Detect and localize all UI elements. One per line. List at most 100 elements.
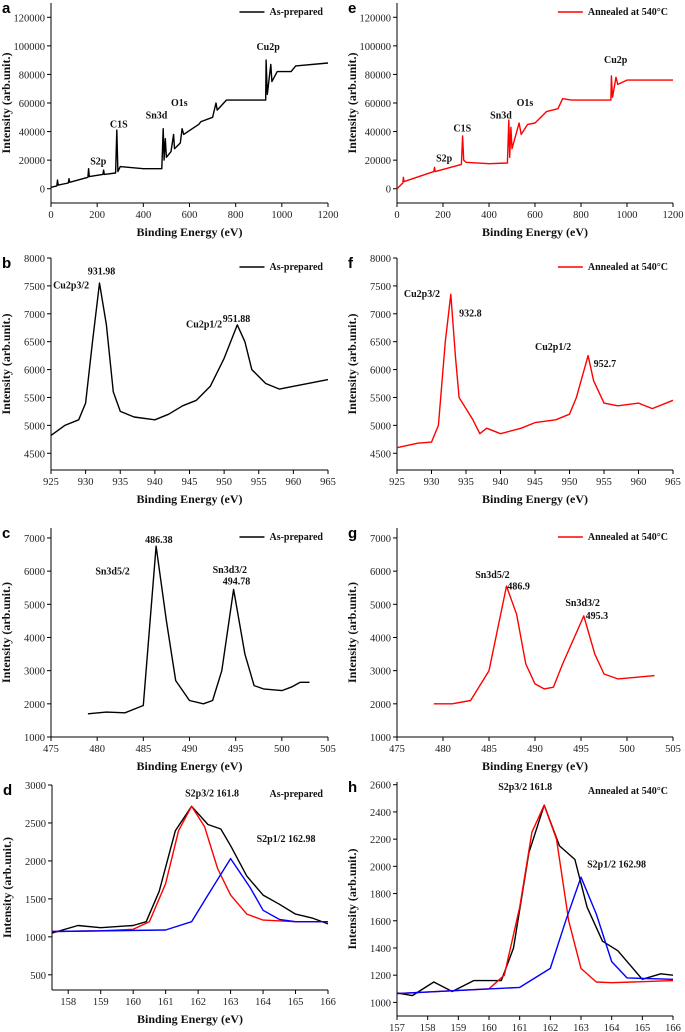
y-tick-label: 1400 <box>370 944 391 955</box>
x-tick-label: 163 <box>223 997 239 1008</box>
y-tick-label: 8000 <box>370 254 391 265</box>
peak-annotation: Sn3d3/2 <box>213 565 247 576</box>
peak-annotation: S2p3/2 161.8 <box>498 782 552 793</box>
x-tick-label: 950 <box>562 477 578 488</box>
series-line-0 <box>396 804 674 997</box>
legend-label: Annealed at 540°C <box>588 532 668 543</box>
y-axis-label: Intensity (arb.unit.) <box>0 837 14 938</box>
x-tick-label: 164 <box>255 997 272 1008</box>
x-tick-label: 475 <box>389 744 405 755</box>
series-line-0 <box>50 282 329 436</box>
x-tick-label: 485 <box>481 744 497 755</box>
y-tick-label: 1800 <box>370 890 391 901</box>
peak-annotation: S2p <box>90 156 107 167</box>
series-line-2 <box>51 857 328 933</box>
panel-letter: g <box>348 525 357 542</box>
x-tick-label: 600 <box>527 210 543 221</box>
panel-letter: d <box>3 782 12 799</box>
y-tick-label: 4000 <box>24 633 45 644</box>
x-tick-label: 500 <box>274 744 290 755</box>
peak-annotation: C1S <box>453 124 471 135</box>
peak-annotation: O1s <box>171 98 188 109</box>
x-tick-label: 200 <box>435 210 451 221</box>
x-tick-label: 1000 <box>271 210 292 221</box>
x-tick-label: 800 <box>573 210 589 221</box>
x-tick-label: 490 <box>182 744 198 755</box>
x-tick-label: 162 <box>190 997 206 1008</box>
peak-annotation: 494.78 <box>223 576 251 587</box>
x-tick-label: 490 <box>527 744 543 755</box>
y-tick-label: 40000 <box>19 128 45 139</box>
panel-g: g 475 480 485 490 495 500 505 1000 2000 3000 4000 50… <box>345 525 681 773</box>
series-line-1 <box>51 805 328 933</box>
y-tick-label: 1000 <box>25 933 46 944</box>
peak-annotation: 952.7 <box>594 359 617 370</box>
x-tick-label: 930 <box>424 477 440 488</box>
y-tick-label: 7500 <box>24 282 45 293</box>
y-tick-label: 1600 <box>370 917 391 928</box>
peak-annotation: S2p1/2 162.98 <box>587 860 646 871</box>
x-tick-label: 935 <box>458 477 474 488</box>
x-axis-label: Binding Energy (eV) <box>482 492 588 506</box>
y-tick-label: 3000 <box>370 667 391 678</box>
legend-label: Annealed at 540°C <box>588 786 668 797</box>
y-tick-label: 2600 <box>370 781 391 792</box>
legend-label: As-prepared <box>269 789 323 800</box>
x-tick-label: 965 <box>665 477 681 488</box>
x-tick-label: 161 <box>512 1023 528 1032</box>
y-tick-label: 60000 <box>365 99 391 110</box>
x-tick-label: 157 <box>389 1023 405 1032</box>
y-tick-label: 6000 <box>370 567 391 578</box>
y-tick-label: 0 <box>386 185 391 196</box>
x-tick-label: 166 <box>665 1023 681 1032</box>
x-tick-label: 159 <box>450 1023 466 1032</box>
x-tick-label: 160 <box>481 1023 497 1032</box>
peak-annotation: S2p <box>436 154 453 165</box>
y-tick-label: 4000 <box>370 633 391 644</box>
y-tick-label: 2400 <box>370 808 391 819</box>
panel-a: a 0 200 400 600 800 1000 1200 0 20000 40000 60000 80… <box>0 0 339 239</box>
peak-annotation: S2p1/2 162.98 <box>257 834 316 845</box>
peak-annotation: 495.3 <box>586 611 609 622</box>
y-tick-label: 100000 <box>360 42 392 53</box>
series-line-1 <box>396 804 674 995</box>
legend-label: Annealed at 540°C <box>588 7 668 18</box>
x-tick-label: 600 <box>182 210 198 221</box>
x-tick-label: 940 <box>147 477 163 488</box>
legend-label: As-prepared <box>269 532 323 543</box>
x-tick-label: 163 <box>573 1023 589 1032</box>
panel-letter: f <box>348 255 354 272</box>
x-tick-label: 505 <box>320 744 336 755</box>
panel-h: h 157 158 159 160 161 162 163 164 165 166 1000 1200 1… <box>345 779 681 1032</box>
y-axis-label: Intensity (arb.unit.) <box>0 52 13 153</box>
panel-letter: h <box>348 779 357 796</box>
x-tick-label: 159 <box>93 997 109 1008</box>
y-axis-label: Intensity (arb.unit.) <box>345 52 359 153</box>
x-tick-label: 945 <box>527 477 543 488</box>
panel-letter: c <box>2 525 10 542</box>
x-tick-label: 166 <box>320 997 336 1008</box>
panel-f: f 925 930 935 940 945 950 955 960 965 4500 5000 5500… <box>345 254 681 506</box>
x-tick-label: 480 <box>89 744 105 755</box>
x-tick-label: 165 <box>634 1023 650 1032</box>
x-axis-label: Binding Energy (eV) <box>482 759 588 773</box>
y-tick-label: 0 <box>40 185 45 196</box>
peak-annotation: 932.8 <box>459 309 482 320</box>
x-tick-label: 0 <box>48 210 53 221</box>
x-tick-label: 485 <box>135 744 151 755</box>
y-tick-label: 2000 <box>24 700 45 711</box>
panel-d: d 158 159 160 161 162 163 164 165 166 500 1000 1500 2… <box>0 781 336 1026</box>
y-tick-label: 20000 <box>19 156 45 167</box>
x-tick-label: 960 <box>286 477 302 488</box>
x-tick-label: 475 <box>43 744 59 755</box>
panel-c: c 475 480 485 490 495 500 505 1000 2000 3000 4000 50… <box>0 525 336 773</box>
y-tick-label: 40000 <box>365 128 391 139</box>
x-tick-label: 955 <box>596 477 612 488</box>
y-tick-label: 1000 <box>370 733 391 744</box>
y-tick-label: 7000 <box>370 310 391 321</box>
peak-annotation: 486.9 <box>507 581 530 592</box>
y-axis-label: Intensity (arb.unit.) <box>345 582 359 683</box>
peak-annotation: 486.38 <box>145 535 173 546</box>
series-line-0 <box>50 59 329 188</box>
x-tick-label: 200 <box>89 210 105 221</box>
